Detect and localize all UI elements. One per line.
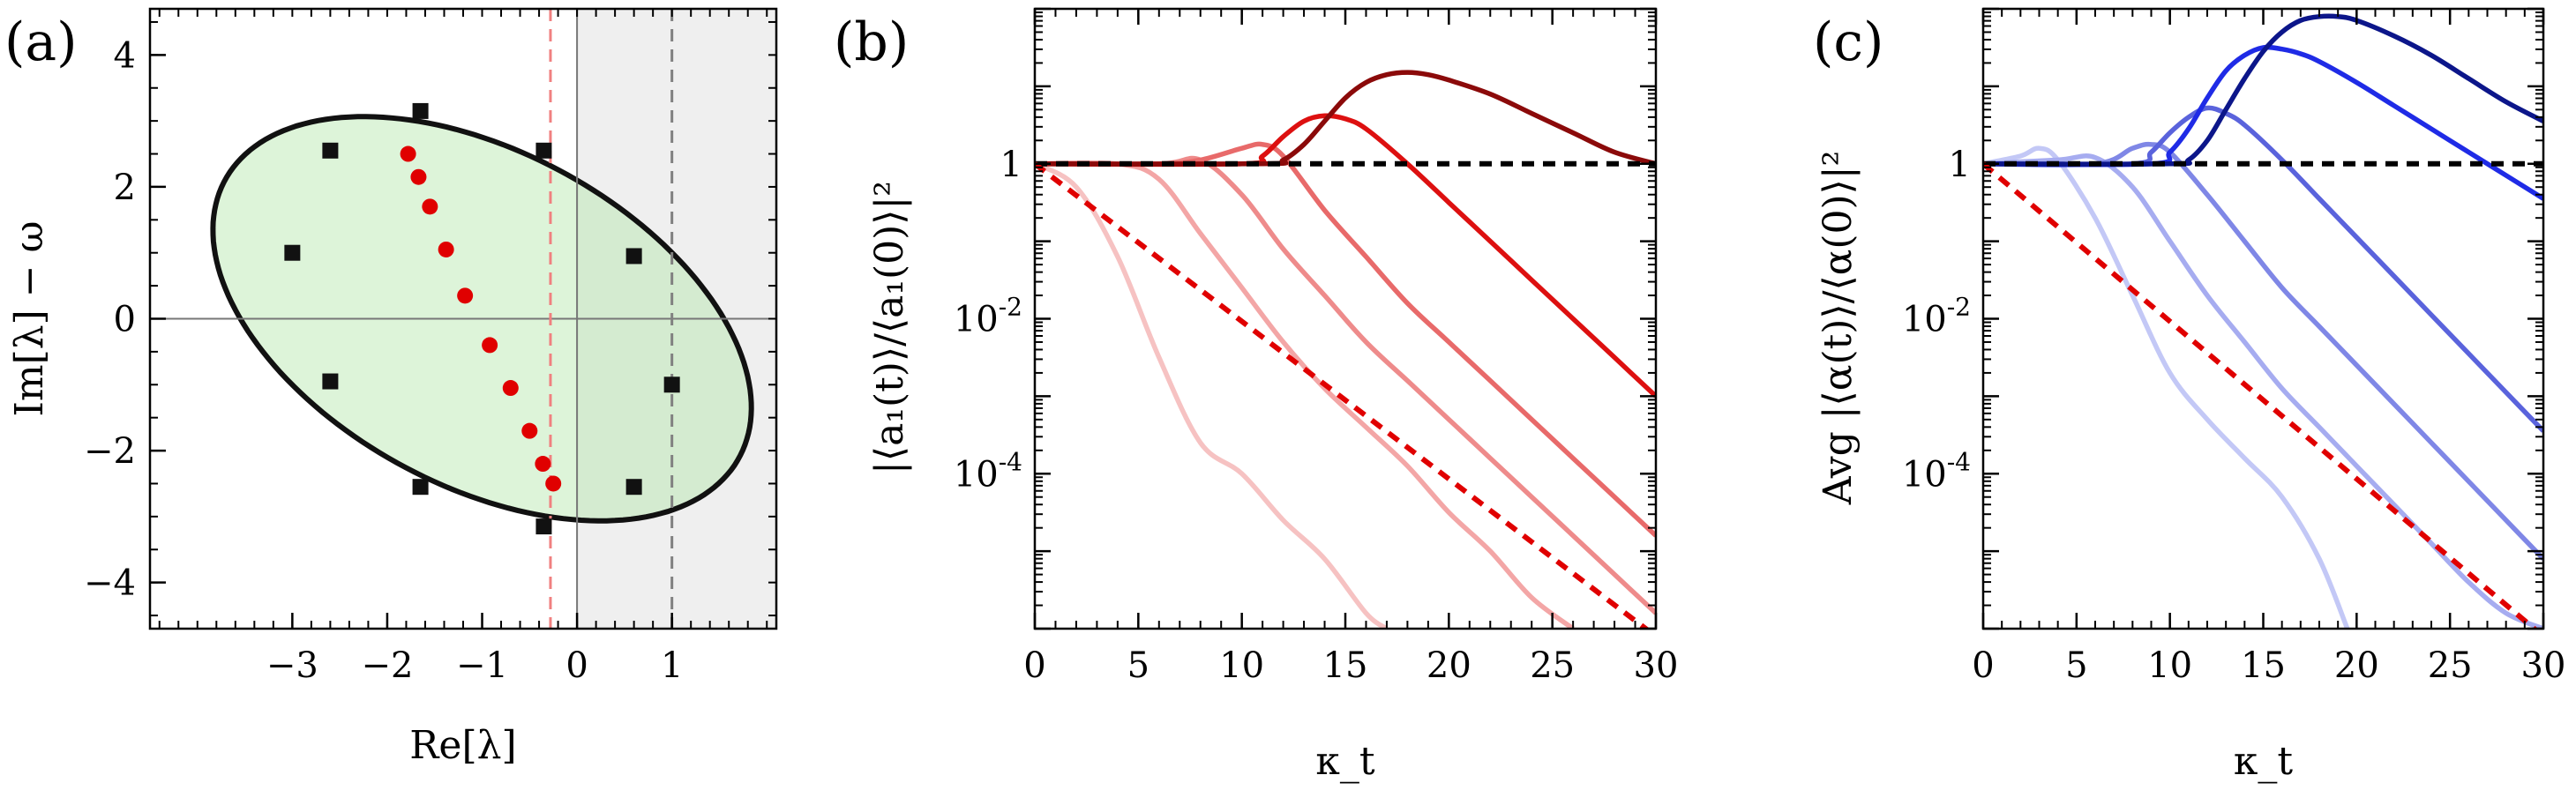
x-tick-label: 10 — [2147, 645, 2192, 686]
y-tick-label: 10-2 — [954, 293, 1022, 340]
x-tick-label: 0 — [1023, 645, 1045, 686]
eigenvalue-point — [438, 241, 454, 257]
y-tick-label: 0 — [114, 300, 136, 340]
boundary-square-marker — [535, 518, 552, 535]
panel-b: 0 5 10 15 20 25 30 1 10-2 10-4 κ_t (b) |⟨a₁(t)⟩/⟨a₁(… — [834, 7, 1679, 784]
eigenvalue-point — [400, 145, 416, 162]
series-curve-5 — [1035, 113, 1656, 399]
panel-c: 0 5 10 15 20 25 30 1 10-2 10-4 κ_t (c) Avg |⟨α(t)⟩/⟨… — [1813, 7, 2566, 784]
y-axis-label: Avg |⟨α(t)⟩/⟨α(0)⟩|² — [1816, 151, 1861, 506]
series-curve-5 — [1983, 44, 2543, 201]
x-tick-label: −1 — [456, 645, 508, 686]
series-curve-2 — [1983, 153, 2543, 629]
plot-area — [1035, 70, 1656, 629]
eigenvalue-point — [457, 287, 474, 304]
boundary-square-marker — [625, 248, 642, 265]
boundary-square-marker — [322, 142, 339, 159]
plot-frame — [1981, 7, 2545, 630]
series-curve-6 — [1983, 13, 2543, 167]
boundary-square-marker — [412, 479, 429, 496]
plot-area — [1983, 13, 2543, 629]
x-tick-label: 30 — [2521, 645, 2566, 686]
x-tick-label: 5 — [1127, 645, 1149, 686]
x-tick-label: 1 — [661, 645, 683, 686]
eigenvalue-point — [482, 337, 498, 354]
x-tick-label: 15 — [1323, 645, 1368, 686]
x-tick-label: −3 — [266, 645, 318, 686]
eigenvalue-point — [422, 198, 438, 215]
y-tick-label: 1 — [1949, 145, 1971, 185]
boundary-square-marker — [412, 102, 429, 119]
panel-label-c: (c) — [1813, 11, 1883, 73]
x-axis-label: κ_t — [1315, 739, 1375, 784]
x-axis-label: Re[λ] — [409, 723, 516, 768]
series-reference-red — [1983, 161, 2539, 629]
x-tick-label: 20 — [1427, 645, 1471, 686]
x-tick-label: 25 — [1530, 645, 1575, 686]
series-curve-1 — [1983, 145, 2350, 629]
panel-label-b: (b) — [834, 11, 909, 73]
y-tick-label: 2 — [114, 168, 136, 208]
eigenvalue-point — [535, 456, 551, 473]
eigenvalue-point — [545, 475, 562, 492]
y-tick-label: 4 — [114, 35, 136, 76]
y-tick-label: −4 — [84, 563, 136, 604]
series-reference-red — [1035, 161, 1651, 629]
series-curve-3 — [1983, 141, 2543, 561]
panel-label-a: (a) — [4, 11, 78, 73]
series-curve-4 — [1983, 105, 2543, 433]
eigenvalue-point — [521, 422, 538, 439]
boundary-square-marker — [535, 142, 552, 159]
y-axis-label: |⟨a₁(t)⟩/⟨a₁(0)⟩|² — [867, 181, 912, 474]
x-tick-label: 20 — [2334, 645, 2379, 686]
x-tick-label: 15 — [2241, 645, 2286, 686]
series-curve-2 — [1035, 160, 1575, 629]
x-tick-label: −2 — [361, 645, 413, 686]
boundary-square-marker — [663, 376, 680, 393]
x-axis-label: κ_t — [2234, 739, 2294, 784]
x-tick-label: 10 — [1219, 645, 1264, 686]
series-curve-3 — [1035, 155, 1656, 615]
y-tick-label: −2 — [84, 431, 136, 472]
boundary-square-marker — [625, 479, 642, 496]
x-tick-label: 0 — [1972, 645, 1994, 686]
x-tick-label: 30 — [1634, 645, 1679, 686]
y-tick-label: 1 — [1000, 145, 1022, 185]
y-tick-label: 10-2 — [1902, 293, 1971, 340]
series-curve-1 — [1035, 161, 1389, 629]
y-axis-label: Im[λ] − ω — [7, 220, 52, 416]
x-tick-label: 25 — [2428, 645, 2473, 686]
eigenvalue-point — [502, 380, 519, 397]
series-curve-6 — [1035, 70, 1656, 167]
y-tick-label: 10-4 — [954, 447, 1022, 495]
y-tick-label: 10-4 — [1902, 447, 1971, 495]
eigenvalue-point — [410, 168, 427, 185]
panel-a: −3 −2 −1 0 1 −4 −2 0 2 4 (a) Re[λ] Im[λ] − ω — [4, 7, 778, 768]
x-tick-label: 5 — [2065, 645, 2087, 686]
boundary-square-marker — [322, 373, 339, 390]
x-tick-label: 0 — [565, 645, 588, 686]
series-curve-4 — [1035, 141, 1656, 538]
boundary-square-marker — [284, 244, 301, 261]
